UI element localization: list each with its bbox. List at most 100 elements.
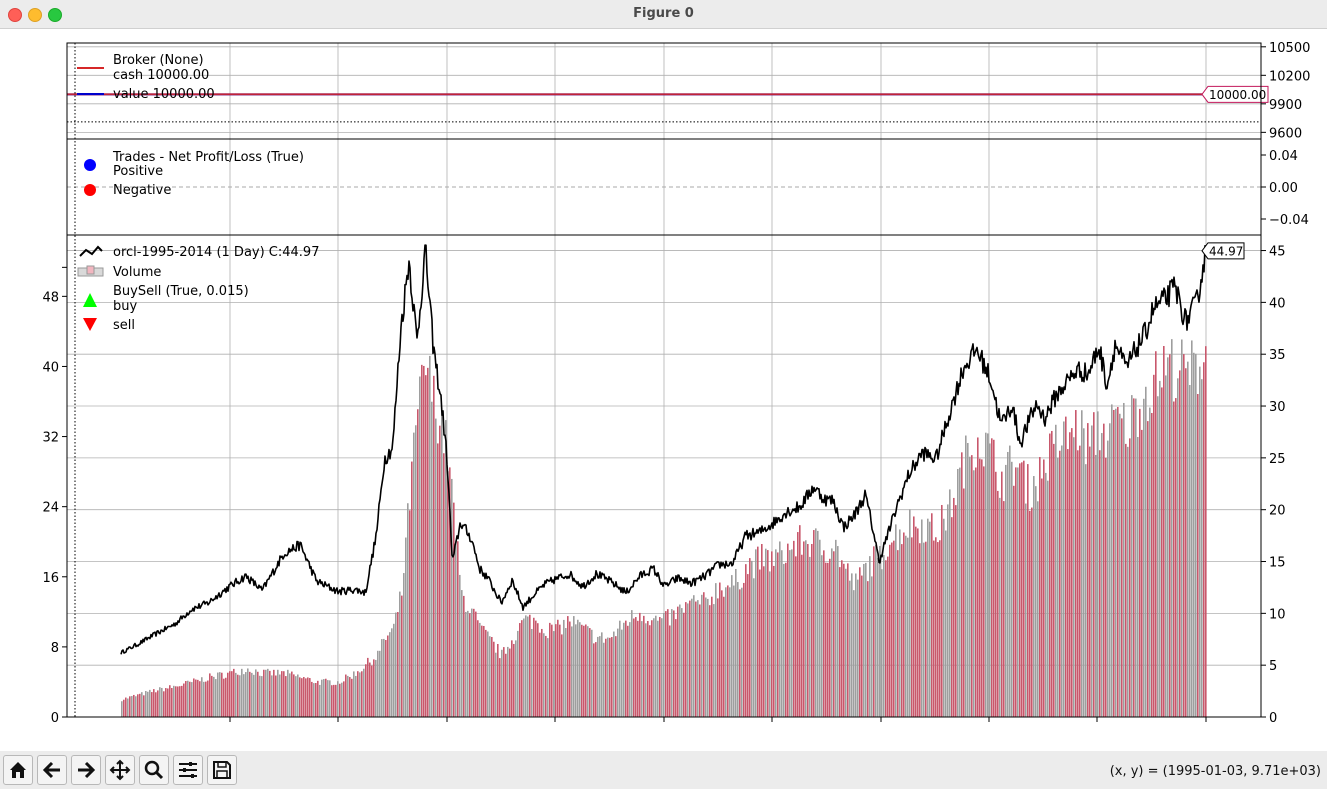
volume-bar xyxy=(683,612,685,717)
volume-bar xyxy=(807,544,809,717)
volume-bar xyxy=(619,620,621,717)
volume-bar xyxy=(905,535,907,717)
volume-bar xyxy=(363,668,365,717)
volume-bar xyxy=(797,532,799,717)
volume-bar xyxy=(1183,354,1185,717)
volume-bar xyxy=(437,443,439,717)
price-last-value-tag: 44.97 xyxy=(1201,242,1245,260)
volume-bar xyxy=(227,672,229,717)
back-button[interactable] xyxy=(37,755,67,785)
volume-bar xyxy=(395,612,397,717)
back-arrow-icon xyxy=(42,761,60,779)
volume-bar xyxy=(219,672,221,717)
close-window-button[interactable] xyxy=(8,8,22,22)
volume-bar xyxy=(1061,445,1063,717)
home-button[interactable] xyxy=(3,755,33,785)
volume-bar xyxy=(301,678,303,717)
volume-bar xyxy=(1085,464,1087,717)
volume-bar xyxy=(769,571,771,717)
volume-bar xyxy=(967,442,969,717)
volume-bar xyxy=(829,558,831,717)
price-y-tick-label: 0 xyxy=(1269,711,1277,726)
volume-bar xyxy=(443,453,445,717)
volume-bar xyxy=(737,582,739,717)
volume-bar xyxy=(943,518,945,717)
configure-subplots-button[interactable] xyxy=(173,755,203,785)
volume-bar xyxy=(495,652,497,717)
volume-bar xyxy=(505,653,507,717)
volume-bar xyxy=(963,488,965,717)
volume-bar xyxy=(349,677,351,717)
volume-bar xyxy=(601,632,603,717)
volume-bar xyxy=(339,683,341,717)
volume-bar xyxy=(1015,467,1017,717)
volume-bar xyxy=(1065,416,1067,717)
volume-bar xyxy=(385,640,387,717)
volume-bar xyxy=(257,671,259,717)
volume-bar xyxy=(897,550,899,717)
volume-bar xyxy=(239,675,241,717)
save-button[interactable] xyxy=(207,755,237,785)
forward-button[interactable] xyxy=(71,755,101,785)
volume-bar xyxy=(451,478,453,717)
volume-bar xyxy=(645,623,647,717)
zoom-button[interactable] xyxy=(139,755,169,785)
volume-bar xyxy=(1047,480,1049,717)
volume-bar xyxy=(221,672,223,717)
volume-bar xyxy=(129,696,131,717)
volume-bar xyxy=(935,537,937,717)
volume-bar xyxy=(983,466,985,717)
forward-arrow-icon xyxy=(78,761,96,779)
volume-bar xyxy=(273,669,275,717)
volume-bar xyxy=(969,456,971,717)
volume-bar xyxy=(577,619,579,717)
volume-bar xyxy=(305,678,307,717)
volume-bar xyxy=(1159,380,1161,717)
volume-bar xyxy=(223,678,225,717)
volume-bar xyxy=(1077,450,1079,717)
price-y-tick-label: 25 xyxy=(1269,452,1286,467)
volume-bar xyxy=(1179,370,1181,717)
volume-bar xyxy=(1023,460,1025,717)
volume-bar xyxy=(847,563,849,717)
volume-bar xyxy=(535,620,537,717)
price-last-value-label: 44.97 xyxy=(1209,244,1243,258)
volume-bar xyxy=(701,594,703,717)
volume-bar xyxy=(331,685,333,717)
volume-bar xyxy=(1201,379,1203,717)
volume-bar xyxy=(357,671,359,717)
volume-bar xyxy=(751,560,753,717)
zoom-window-button[interactable] xyxy=(48,8,62,22)
volume-bar xyxy=(681,608,683,717)
volume-bar xyxy=(1059,450,1061,717)
volume-bar xyxy=(871,576,873,717)
minimize-window-button[interactable] xyxy=(28,8,42,22)
figure-canvas[interactable]: 10000.00 44.97 10500 10200 9900 9600 0.04 0.00… xyxy=(0,29,1327,751)
pan-button[interactable] xyxy=(105,755,135,785)
volume-bar xyxy=(677,606,679,717)
volume-bar xyxy=(767,550,769,717)
volume-bar xyxy=(327,680,329,717)
volume-bar xyxy=(1205,346,1207,717)
volume-bar xyxy=(565,628,567,717)
volume-bar xyxy=(553,631,555,717)
volume-bar xyxy=(337,681,339,717)
volume-bar xyxy=(361,671,363,717)
volume-bar xyxy=(511,640,513,717)
volume-bar xyxy=(467,610,469,717)
volume-bar xyxy=(953,497,955,717)
volume-bar xyxy=(721,590,723,717)
volume-bar xyxy=(309,678,311,717)
volume-bar xyxy=(1037,501,1039,717)
volume-bar xyxy=(487,631,489,717)
volume-bar xyxy=(1063,421,1065,717)
volume-bar xyxy=(669,625,671,717)
pan-icon xyxy=(109,759,131,781)
volume-bar xyxy=(1099,450,1101,717)
volume-bar xyxy=(407,503,409,717)
volume-bar xyxy=(537,623,539,717)
volume-bar xyxy=(549,622,551,717)
volume-bar xyxy=(783,563,785,717)
volume-bar xyxy=(923,542,925,717)
volume-bar xyxy=(541,628,543,717)
